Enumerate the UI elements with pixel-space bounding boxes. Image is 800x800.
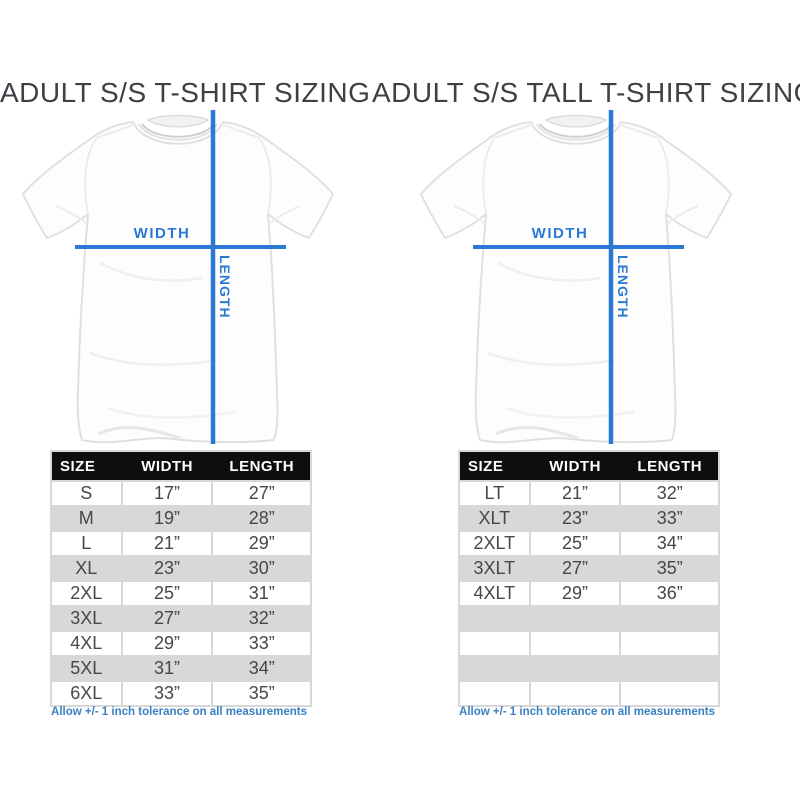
table-cell-size: L [52, 532, 121, 555]
header-length: LENGTH [229, 457, 295, 475]
table-row: 2XL 25” 31” [52, 582, 310, 605]
table-cell-size [460, 632, 529, 655]
table-cell-length: 34” [621, 532, 718, 555]
table-cell-width: 27” [530, 557, 620, 580]
table-cell-width: 21” [122, 532, 212, 555]
table-cell-width: 25” [122, 582, 212, 605]
table-header-row: SIZE WIDTH LENGTH [460, 452, 718, 480]
header-width: WIDTH [549, 457, 601, 475]
table-cell-size [460, 607, 529, 630]
table-cell-size: 2XL [52, 582, 121, 605]
table-cell-size: M [52, 507, 121, 530]
table-row: L 21” 29” [52, 532, 310, 555]
table-row: M 19” 28” [52, 507, 310, 530]
table-cell-width [530, 607, 620, 630]
table-row-empty [460, 632, 718, 655]
tshirt-graphic [410, 108, 740, 456]
table-row: XL 23” 30” [52, 557, 310, 580]
right-panel-title: ADULT S/S TALL T-SHIRT SIZING [372, 77, 800, 108]
length-label: LENGTH [217, 255, 233, 319]
table-cell-width: 31” [122, 657, 212, 680]
table-cell-size: 2XLT [460, 532, 529, 555]
table-cell-length [621, 657, 718, 680]
table-row: 2XLT 25” 34” [460, 532, 718, 555]
table-cell-size: LT [460, 482, 529, 505]
table-cell-length: 28” [213, 507, 310, 530]
table-cell-length: 34” [213, 657, 310, 680]
table-cell-size: S [52, 482, 121, 505]
table-row-empty [460, 607, 718, 630]
table-cell-length: 27” [213, 482, 310, 505]
header-size: SIZE [60, 457, 96, 475]
table-row: XLT 23” 33” [460, 507, 718, 530]
table-cell-length: 35” [213, 682, 310, 705]
table-cell-length: 33” [621, 507, 718, 530]
table-cell-size: 3XL [52, 607, 121, 630]
tshirt-graphic [22, 110, 334, 444]
table-cell-length: 30” [213, 557, 310, 580]
tolerance-note: Allow +/- 1 inch tolerance on all measur… [51, 706, 307, 718]
table-cell-width: 21” [530, 482, 620, 505]
table-cell-size [460, 682, 529, 705]
table-cell-size: 4XL [52, 632, 121, 655]
header-size: SIZE [468, 457, 504, 475]
table-cell-width [530, 632, 620, 655]
table-row-empty [460, 682, 718, 705]
table-cell-size: 4XLT [460, 582, 529, 605]
table-cell-width: 17” [122, 482, 212, 505]
table-cell-size: 5XL [52, 657, 121, 680]
right-size-table: SIZE WIDTH LENGTH LT 21” 32” XLT 23” 33”… [458, 450, 720, 707]
header-length: LENGTH [637, 457, 703, 475]
table-cell-length: 35” [621, 557, 718, 580]
table-cell-width: 23” [530, 507, 620, 530]
table-row: 4XLT 29” 36” [460, 582, 718, 605]
table-cell-length: 33” [213, 632, 310, 655]
tolerance-note: Allow +/- 1 inch tolerance on all measur… [459, 706, 715, 718]
table-cell-width: 33” [122, 682, 212, 705]
table-row: 3XLT 27” 35” [460, 557, 718, 580]
table-row: S 17” 27” [52, 482, 310, 505]
table-cell-length [621, 682, 718, 705]
table-cell-length: 31” [213, 582, 310, 605]
table-cell-width: 19” [122, 507, 212, 530]
width-label: WIDTH [531, 225, 589, 242]
table-cell-width: 29” [122, 632, 212, 655]
table-row: 4XL 29” 33” [52, 632, 310, 655]
table-cell-length: 36” [621, 582, 718, 605]
table-cell-size: XL [52, 557, 121, 580]
table-cell-size: 6XL [52, 682, 121, 705]
table-cell-width [530, 682, 620, 705]
left-panel-title: ADULT S/S T-SHIRT SIZING [0, 77, 371, 108]
table-header-row: SIZE WIDTH LENGTH [52, 452, 310, 480]
left-size-table: SIZE WIDTH LENGTH S 17” 27” M 19” 28” L … [50, 450, 312, 707]
table-cell-length [621, 607, 718, 630]
length-label: LENGTH [615, 255, 631, 319]
table-cell-length: 32” [213, 607, 310, 630]
table-cell-size: XLT [460, 507, 529, 530]
table-cell-length [621, 632, 718, 655]
table-cell-width: 29” [530, 582, 620, 605]
table-cell-width: 23” [122, 557, 212, 580]
header-width: WIDTH [141, 457, 193, 475]
table-cell-width: 27” [122, 607, 212, 630]
table-cell-size [460, 657, 529, 680]
table-cell-width: 25” [530, 532, 620, 555]
table-row-empty [460, 657, 718, 680]
table-row: LT 21” 32” [460, 482, 718, 505]
table-row: 6XL 33” 35” [52, 682, 310, 705]
width-label: WIDTH [133, 225, 191, 242]
table-cell-width [530, 657, 620, 680]
table-row: 5XL 31” 34” [52, 657, 310, 680]
table-cell-size: 3XLT [460, 557, 529, 580]
table-row: 3XL 27” 32” [52, 607, 310, 630]
table-cell-length: 32” [621, 482, 718, 505]
left-shirt-diagram: WIDTH LENGTH [12, 108, 342, 456]
table-cell-length: 29” [213, 532, 310, 555]
right-shirt-diagram: WIDTH LENGTH [410, 108, 740, 456]
